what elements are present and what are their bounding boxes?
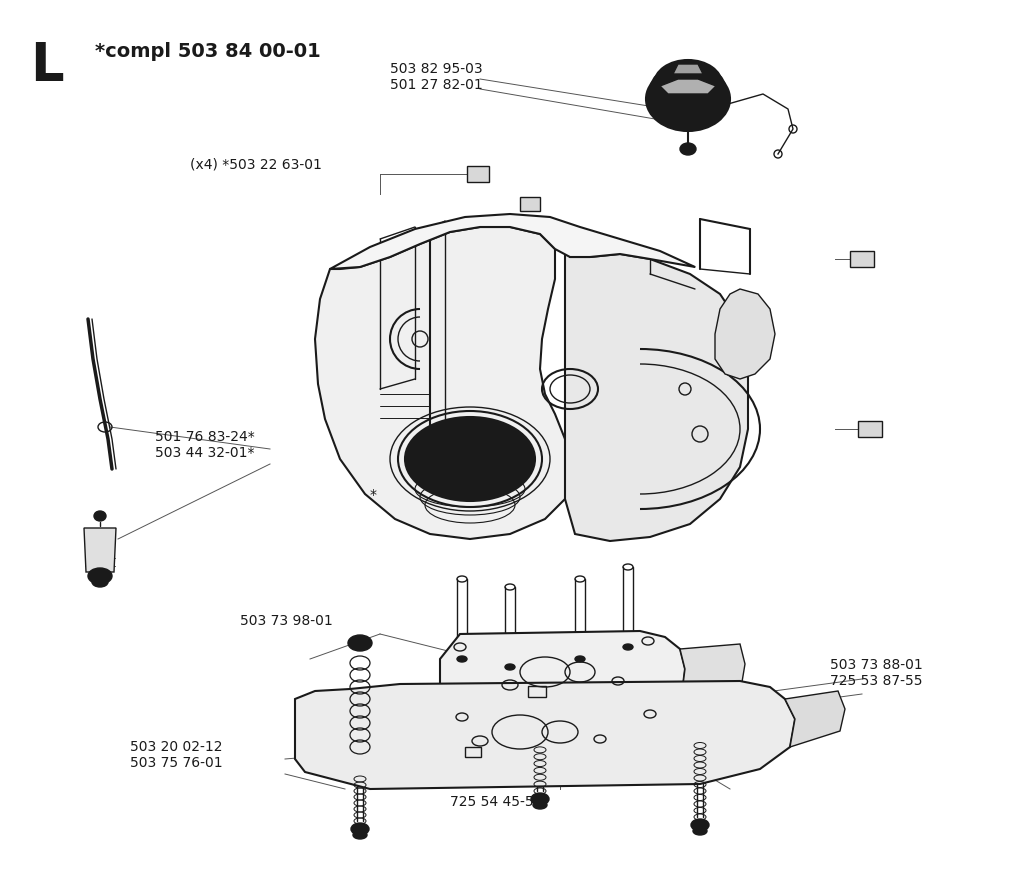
FancyBboxPatch shape bbox=[467, 167, 489, 182]
Text: 503 73 88-01
725 53 87-55: 503 73 88-01 725 53 87-55 bbox=[830, 657, 923, 687]
FancyBboxPatch shape bbox=[520, 198, 540, 212]
Polygon shape bbox=[660, 80, 716, 95]
Polygon shape bbox=[673, 65, 703, 75]
Ellipse shape bbox=[457, 656, 467, 662]
Polygon shape bbox=[680, 645, 745, 709]
Text: 503 82 95-03
501 27 82-01: 503 82 95-03 501 27 82-01 bbox=[390, 62, 482, 92]
Ellipse shape bbox=[623, 645, 633, 650]
Text: *compl 503 84 00-01: *compl 503 84 00-01 bbox=[95, 42, 321, 61]
Ellipse shape bbox=[680, 144, 696, 156]
Polygon shape bbox=[295, 681, 795, 789]
Polygon shape bbox=[315, 228, 570, 539]
Polygon shape bbox=[715, 290, 775, 380]
Ellipse shape bbox=[654, 61, 722, 109]
Ellipse shape bbox=[691, 819, 709, 831]
Ellipse shape bbox=[406, 417, 535, 502]
Text: 503 73 98-01: 503 73 98-01 bbox=[240, 613, 333, 628]
FancyBboxPatch shape bbox=[858, 421, 882, 438]
Ellipse shape bbox=[534, 801, 547, 809]
FancyBboxPatch shape bbox=[850, 251, 874, 268]
Ellipse shape bbox=[348, 636, 372, 651]
Ellipse shape bbox=[92, 578, 108, 587]
Text: *: * bbox=[370, 487, 377, 502]
Polygon shape bbox=[565, 249, 748, 542]
Ellipse shape bbox=[646, 68, 730, 131]
Ellipse shape bbox=[353, 831, 367, 839]
Text: (x4) *503 22 63-01: (x4) *503 22 63-01 bbox=[190, 158, 322, 172]
Polygon shape bbox=[330, 215, 695, 270]
Ellipse shape bbox=[650, 64, 726, 120]
Text: 503 20 02-12
503 75 76-01: 503 20 02-12 503 75 76-01 bbox=[130, 739, 222, 770]
Ellipse shape bbox=[88, 569, 112, 585]
Ellipse shape bbox=[505, 664, 515, 670]
Text: 725 54 45-55: 725 54 45-55 bbox=[450, 794, 543, 808]
Polygon shape bbox=[84, 528, 116, 572]
Text: 501 76 83-24*
503 44 32-01*: 501 76 83-24* 503 44 32-01* bbox=[155, 429, 255, 460]
Ellipse shape bbox=[94, 511, 106, 521]
Ellipse shape bbox=[351, 823, 369, 835]
Ellipse shape bbox=[575, 656, 585, 662]
Polygon shape bbox=[440, 631, 685, 730]
Polygon shape bbox=[785, 691, 845, 747]
Text: L: L bbox=[30, 40, 63, 92]
Ellipse shape bbox=[531, 793, 549, 805]
Ellipse shape bbox=[693, 827, 707, 835]
